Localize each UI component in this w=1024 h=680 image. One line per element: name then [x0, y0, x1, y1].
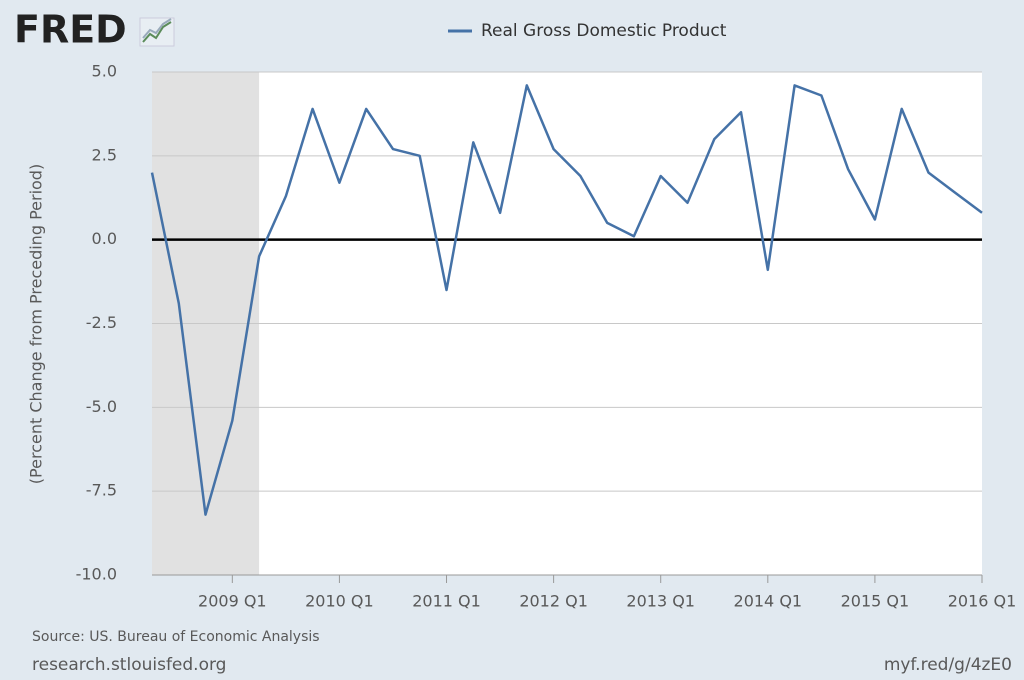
logo-icon [139, 17, 175, 47]
data-line [150, 84, 983, 516]
footer-left[interactable]: research.stlouisfed.org [32, 655, 226, 675]
x-tick-label: 2010 Q1 [305, 592, 374, 611]
y-tick-label: -2.5 [86, 313, 117, 332]
x-tick-label: 2016 Q1 [948, 592, 1017, 611]
x-tick-label: 2009 Q1 [198, 592, 267, 611]
x-tick-label: 2014 Q1 [734, 592, 803, 611]
y-axis-label: (Percent Change from Preceding Period) [27, 164, 46, 484]
y-tick-label: -7.5 [86, 481, 117, 500]
y-tick-label: -5.0 [86, 397, 117, 416]
y-tick-label: 0.0 [92, 229, 117, 248]
logo[interactable]: FRED [14, 8, 127, 52]
x-tick-label: 2011 Q1 [412, 592, 481, 611]
legend-label[interactable]: Real Gross Domestic Product [481, 21, 727, 41]
y-tick-label: 5.0 [92, 62, 117, 81]
x-tick-label: 2015 Q1 [841, 592, 910, 611]
y-tick-label: -10.0 [76, 565, 117, 584]
footer-right[interactable]: myf.red/g/4zE0 [884, 655, 1012, 675]
source: Source: US. Bureau of Economic Analysis [32, 629, 320, 645]
y-tick-label: 2.5 [92, 145, 117, 164]
x-tick-label: 2012 Q1 [519, 592, 588, 611]
x-tick-label: 2013 Q1 [626, 592, 695, 611]
